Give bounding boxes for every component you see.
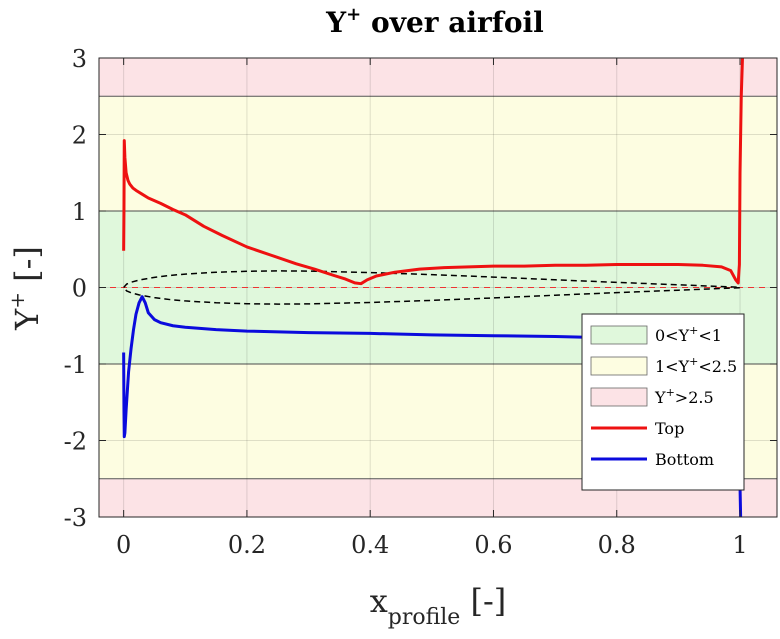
y-tick-label-2: -1: [64, 351, 87, 379]
series-line-bottom: [122, 295, 586, 439]
x-tick-label-0: 0: [116, 531, 131, 559]
y-tick-label-4: 1: [72, 198, 87, 226]
y-tick-label-0: -3: [64, 504, 87, 532]
y-tick-label-3: 0: [72, 275, 87, 303]
x-axis-label-main: x: [370, 582, 388, 620]
legend-swatch-band-1: [590, 356, 648, 376]
chart-title-rest: over airfoil: [361, 6, 544, 39]
band-2-0: [99, 58, 777, 97]
series-line-bottom-trailing-edge: [738, 486, 743, 517]
legend-label-bottom: Bottom: [655, 450, 714, 469]
x-tick-label-1: 0.2: [228, 531, 266, 559]
legend-label-top: Top: [655, 419, 684, 438]
legend-label-band-2: Y+>2.5: [654, 386, 714, 407]
band-1-0: [99, 96, 777, 211]
tick-layer: 0 0.2 0.4 0.6 0.8 1 -3 -2 -1 0 1 2 3: [64, 45, 777, 559]
y-axis-label-main: Y: [8, 308, 46, 331]
x-tick-label-4: 0.8: [598, 531, 636, 559]
x-tick-label-2: 0.4: [351, 531, 389, 559]
x-tick-label-3: 0.6: [474, 531, 512, 559]
x-axis-label: xprofile [-]: [370, 582, 507, 630]
y-axis-label-sup: +: [5, 292, 29, 309]
legend-label-band-0: 0<Y+<1: [655, 324, 722, 345]
legend-swatch-band-2: [590, 387, 648, 407]
chart-title: Y+ over airfoil: [325, 4, 544, 39]
y-tick-label-1: -2: [64, 428, 87, 456]
legend: 0<Y+<1 1<Y+<2.5 Y+>2.5 Top Bottom: [581, 313, 745, 491]
x-axis-label-rest: [-]: [460, 582, 506, 620]
x-axis-label-sub: profile: [388, 605, 461, 630]
series-layer: [99, 58, 777, 517]
chart-title-sup: +: [346, 4, 361, 25]
series-line-top: [122, 58, 744, 286]
legend-swatch-band-0: [590, 325, 648, 345]
band-layer: [99, 58, 777, 517]
y-axis-label: Y+ [-]: [5, 246, 46, 331]
y-tick-label-6: 3: [72, 45, 87, 73]
y-tick-label-5: 2: [72, 122, 87, 150]
x-tick-label-5: 1: [732, 531, 747, 559]
y-axis-label-rest: [-]: [8, 246, 46, 292]
chart-title-main: Y: [325, 6, 347, 39]
legend-label-band-1: 1<Y+<2.5: [655, 355, 737, 376]
